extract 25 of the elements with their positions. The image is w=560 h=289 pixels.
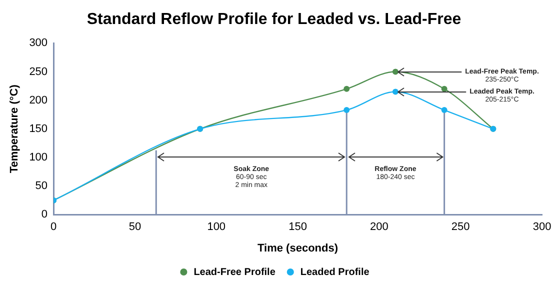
point xyxy=(441,107,448,114)
x-tick-label: 300 xyxy=(532,221,552,234)
legend-label: Lead-Free Profile xyxy=(194,266,276,278)
y-tick-label: 100 xyxy=(29,152,48,164)
x-tick-label: 200 xyxy=(370,221,388,234)
x-tick-label: 250 xyxy=(451,221,470,234)
point xyxy=(392,88,398,95)
x-tick-label: 0 xyxy=(50,221,57,234)
x-tick-label: 50 xyxy=(128,221,142,234)
y-tick-label: 250 xyxy=(29,66,48,78)
point xyxy=(441,86,448,92)
point xyxy=(392,68,398,75)
legend-label: Leaded Profile xyxy=(300,266,370,278)
chart-title: Standard Reflow Profile for Leaded vs. Lead-Free xyxy=(86,11,462,28)
point xyxy=(344,86,350,92)
y-tick-label: 150 xyxy=(29,122,48,135)
x-axis-title: Time (seconds) xyxy=(258,242,338,254)
y-tick-label: 300 xyxy=(29,37,48,50)
x-tick-label: 100 xyxy=(207,221,226,234)
y-tick-label: 200 xyxy=(29,94,48,106)
point xyxy=(344,107,350,114)
x-tick-label: 150 xyxy=(288,221,307,234)
y-axis-title: Temperature (°C) xyxy=(8,84,21,174)
y-tick-label: 0 xyxy=(41,208,48,221)
y-tick-label: 50 xyxy=(35,180,48,192)
